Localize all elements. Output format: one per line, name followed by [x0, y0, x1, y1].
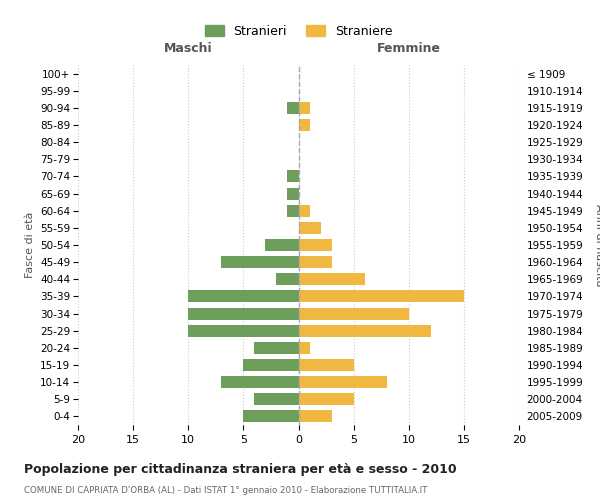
Bar — [254, 342, 299, 354]
Bar — [299, 222, 320, 234]
Text: Maschi: Maschi — [164, 42, 212, 54]
Bar — [188, 290, 299, 302]
Bar — [188, 308, 299, 320]
Bar — [299, 394, 353, 406]
Bar — [299, 239, 332, 251]
Bar — [299, 324, 431, 336]
Bar — [299, 308, 409, 320]
Bar — [299, 410, 332, 422]
Bar — [221, 376, 299, 388]
Bar — [299, 256, 332, 268]
Bar — [277, 274, 299, 285]
Bar — [188, 324, 299, 336]
Text: Femmine: Femmine — [377, 42, 441, 54]
Text: COMUNE DI CAPRIATA D'ORBA (AL) - Dati ISTAT 1° gennaio 2010 - Elaborazione TUTTI: COMUNE DI CAPRIATA D'ORBA (AL) - Dati IS… — [24, 486, 427, 495]
Bar — [299, 274, 365, 285]
Bar — [287, 170, 299, 182]
Bar — [299, 376, 387, 388]
Bar — [299, 204, 310, 216]
Text: Popolazione per cittadinanza straniera per età e sesso - 2010: Popolazione per cittadinanza straniera p… — [24, 462, 457, 475]
Bar — [265, 239, 299, 251]
Bar — [299, 359, 353, 371]
Bar — [287, 188, 299, 200]
Bar — [287, 204, 299, 216]
Bar — [221, 256, 299, 268]
Y-axis label: Anni di nascita: Anni di nascita — [595, 204, 600, 286]
Bar — [299, 342, 310, 354]
Bar — [299, 102, 310, 114]
Bar — [287, 102, 299, 114]
Bar — [299, 290, 464, 302]
Legend: Stranieri, Straniere: Stranieri, Straniere — [201, 21, 396, 42]
Bar — [244, 410, 299, 422]
Bar — [244, 359, 299, 371]
Y-axis label: Fasce di età: Fasce di età — [25, 212, 35, 278]
Bar — [254, 394, 299, 406]
Bar — [299, 119, 310, 131]
